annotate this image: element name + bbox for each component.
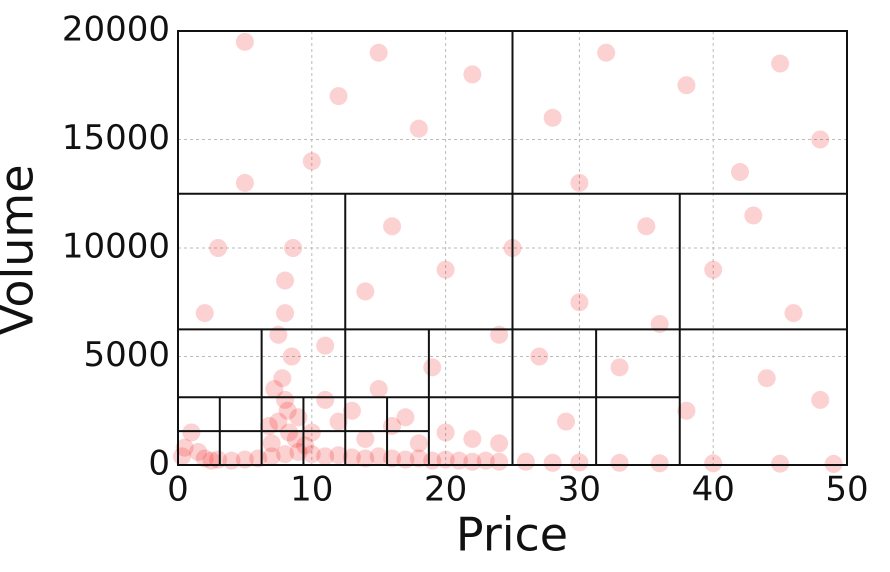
y-tick-label: 20000 xyxy=(62,10,170,50)
point xyxy=(209,239,228,257)
point xyxy=(276,271,295,290)
point xyxy=(284,239,303,257)
point xyxy=(811,130,830,149)
point xyxy=(771,454,790,473)
point xyxy=(265,380,284,399)
point xyxy=(490,434,509,453)
point xyxy=(543,453,562,472)
point xyxy=(235,32,254,51)
point xyxy=(730,163,749,182)
point xyxy=(356,429,375,448)
x-tick-label: 50 xyxy=(825,470,868,510)
plot-frame xyxy=(177,30,848,466)
point xyxy=(342,448,361,467)
point xyxy=(570,173,589,192)
point xyxy=(249,449,268,468)
point xyxy=(436,423,455,442)
point xyxy=(463,65,482,84)
point xyxy=(771,54,790,73)
point xyxy=(757,369,776,388)
point xyxy=(259,416,278,435)
point xyxy=(409,119,428,138)
y-tick-label: 15000 xyxy=(62,118,170,158)
x-tick-label: 30 xyxy=(558,470,601,510)
x-tick-label: 40 xyxy=(692,470,735,510)
point xyxy=(273,369,292,388)
point xyxy=(262,434,281,453)
point xyxy=(677,401,696,420)
point xyxy=(329,446,348,465)
point xyxy=(396,408,415,427)
point xyxy=(704,454,723,473)
point xyxy=(409,449,428,468)
point xyxy=(490,452,509,471)
y-tick-label: 5000 xyxy=(83,335,170,375)
point xyxy=(316,390,335,409)
point xyxy=(369,447,388,466)
y-axis-label: Volume xyxy=(0,164,44,335)
point xyxy=(302,445,321,464)
point xyxy=(286,429,305,448)
point xyxy=(610,358,629,377)
point xyxy=(463,452,482,471)
point xyxy=(235,173,254,192)
point xyxy=(543,108,562,127)
point xyxy=(262,447,281,466)
point xyxy=(811,390,830,409)
point xyxy=(557,412,576,431)
point xyxy=(316,336,335,355)
point xyxy=(329,412,348,431)
point xyxy=(289,408,308,427)
y-tick-label: 10000 xyxy=(62,227,170,267)
point xyxy=(296,436,315,455)
point xyxy=(570,453,589,472)
point xyxy=(282,347,301,366)
point xyxy=(276,390,295,409)
x-axis-label: Price xyxy=(456,508,568,562)
point xyxy=(784,304,803,323)
point xyxy=(269,412,288,431)
point xyxy=(530,347,549,366)
point xyxy=(276,445,295,464)
point xyxy=(276,304,295,323)
point xyxy=(744,206,763,225)
x-tick-label: 10 xyxy=(290,470,333,510)
point xyxy=(423,358,442,377)
point xyxy=(436,260,455,279)
point xyxy=(704,260,723,279)
point xyxy=(356,449,375,468)
point xyxy=(189,442,208,461)
point xyxy=(302,152,321,171)
point xyxy=(356,282,375,301)
point xyxy=(383,217,402,236)
point xyxy=(195,449,214,468)
point xyxy=(570,293,589,312)
point xyxy=(182,423,201,442)
point xyxy=(280,423,299,442)
point xyxy=(637,217,656,236)
point xyxy=(329,87,348,106)
point xyxy=(369,43,388,62)
point xyxy=(516,452,535,471)
point xyxy=(677,76,696,95)
x-tick-label: 0 xyxy=(167,470,189,510)
point xyxy=(342,401,361,420)
point xyxy=(278,401,297,420)
point xyxy=(369,380,388,399)
point xyxy=(195,304,214,323)
point xyxy=(610,453,629,472)
point xyxy=(650,454,669,473)
point xyxy=(316,447,335,466)
y-tick-label: 0 xyxy=(148,444,170,484)
point xyxy=(409,434,428,453)
point xyxy=(463,429,482,448)
point xyxy=(824,454,843,473)
point xyxy=(173,447,192,466)
plot-area xyxy=(173,30,848,473)
point xyxy=(175,438,194,457)
x-tick-label: 20 xyxy=(424,470,467,510)
point xyxy=(302,423,321,442)
point xyxy=(597,43,616,62)
